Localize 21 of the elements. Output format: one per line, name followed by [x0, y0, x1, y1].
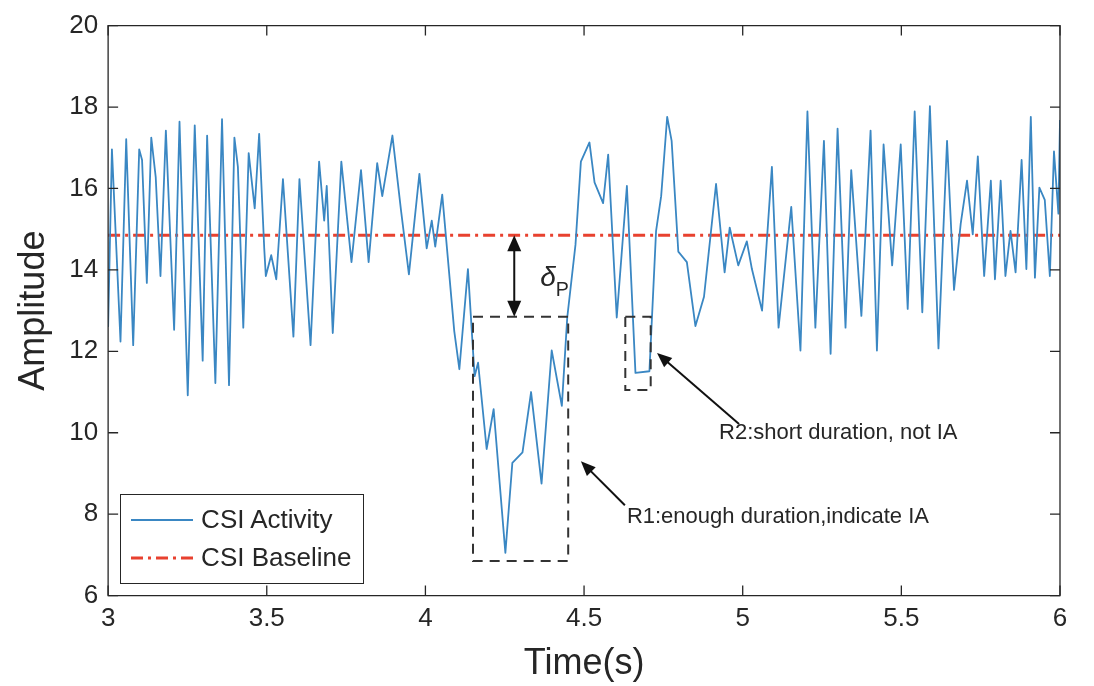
- annotation: R2:short duration, not IA: [719, 418, 958, 444]
- x-tick-label: 5: [735, 602, 750, 633]
- x-tick-label: 6: [1052, 602, 1068, 633]
- legend-label: CSI Activity: [201, 504, 333, 536]
- x-tick-label: 3.5: [248, 602, 285, 633]
- y-tick-label: 20: [69, 8, 99, 39]
- y-axis-title: Amplitude: [10, 230, 52, 391]
- y-tick-label: 16: [69, 171, 99, 202]
- y-tick-label: 8: [83, 497, 99, 528]
- legend-label: CSI Baseline: [201, 542, 352, 574]
- y-tick-label: 18: [69, 90, 99, 121]
- y-tick-label: 6: [83, 578, 99, 609]
- x-tick-label: 4: [418, 602, 433, 633]
- x-tick-label: 3: [100, 602, 116, 633]
- x-axis-title: Time(s): [523, 641, 645, 683]
- y-tick-label: 12: [69, 334, 99, 365]
- annotation: R1:enough duration,indicate IA: [626, 503, 930, 529]
- y-tick-label: 10: [69, 415, 99, 446]
- x-tick-label: 4.5: [565, 602, 603, 633]
- y-tick-label: 14: [69, 253, 99, 284]
- x-tick-label: 5.5: [883, 602, 920, 633]
